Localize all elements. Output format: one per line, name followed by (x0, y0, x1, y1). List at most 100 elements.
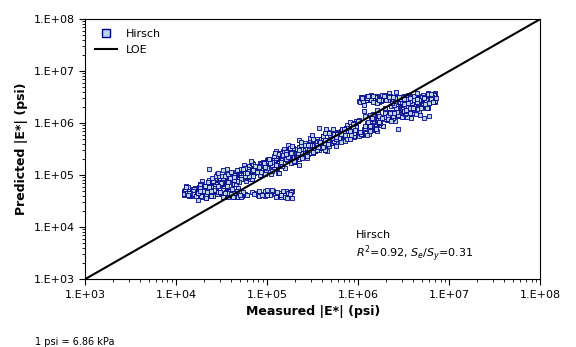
Point (360, 124, 369, 130)
Point (213, 189, 222, 195)
Point (321, 126, 330, 132)
Point (426, 94, 435, 100)
Point (210, 189, 219, 195)
Point (204, 194, 213, 199)
Point (403, 104, 412, 109)
Point (259, 160, 268, 166)
Point (185, 194, 194, 199)
Point (257, 192, 267, 198)
Point (218, 179, 227, 185)
Point (246, 158, 255, 164)
Point (206, 190, 215, 195)
Point (356, 131, 365, 137)
Point (248, 176, 257, 181)
Point (383, 111, 392, 117)
Point (412, 96, 422, 101)
Point (245, 176, 254, 181)
Point (229, 194, 238, 200)
Point (269, 190, 278, 195)
Point (357, 99, 366, 104)
Point (318, 137, 327, 143)
Point (388, 109, 397, 114)
Point (213, 171, 222, 177)
Point (273, 155, 282, 160)
Point (393, 112, 402, 118)
Point (348, 127, 357, 133)
Point (223, 166, 232, 171)
Point (271, 149, 280, 154)
Point (361, 123, 370, 128)
Point (253, 167, 263, 172)
Point (376, 120, 385, 126)
Point (223, 174, 232, 180)
Point (271, 159, 281, 165)
Point (214, 183, 223, 189)
Point (281, 154, 290, 160)
Point (410, 94, 419, 99)
Point (412, 90, 422, 95)
Point (302, 144, 311, 150)
Point (252, 191, 261, 196)
Point (285, 155, 294, 161)
Point (189, 191, 198, 196)
Point (335, 135, 344, 141)
Point (376, 95, 385, 101)
Point (324, 130, 334, 135)
Point (407, 100, 416, 105)
Point (396, 96, 406, 102)
Point (426, 94, 435, 100)
Point (298, 149, 308, 155)
Point (202, 184, 211, 189)
Point (403, 101, 412, 106)
Point (386, 111, 395, 116)
Point (338, 126, 347, 131)
Point (318, 144, 327, 150)
Point (234, 175, 243, 181)
Point (194, 192, 203, 198)
Point (197, 186, 206, 191)
Point (225, 173, 234, 178)
Point (294, 152, 303, 158)
Point (289, 155, 298, 161)
Point (369, 96, 378, 101)
Point (219, 180, 228, 185)
Point (196, 194, 206, 199)
Point (341, 126, 350, 131)
Point (185, 191, 195, 196)
Point (372, 127, 381, 133)
Point (254, 192, 263, 197)
Point (281, 151, 290, 156)
Point (245, 165, 255, 170)
Point (427, 93, 437, 99)
Point (374, 109, 383, 115)
Point (369, 111, 378, 117)
Point (202, 195, 211, 200)
Point (339, 133, 348, 138)
Point (206, 188, 215, 194)
Point (254, 164, 263, 170)
Point (250, 171, 259, 176)
Point (228, 193, 237, 199)
Point (192, 186, 202, 191)
Point (368, 116, 377, 121)
Point (359, 98, 368, 103)
Point (236, 175, 245, 180)
Point (382, 92, 392, 97)
Point (320, 137, 329, 143)
Point (347, 132, 356, 138)
Point (274, 192, 283, 198)
Point (400, 96, 409, 102)
Point (428, 97, 437, 103)
Point (281, 192, 290, 197)
Point (183, 191, 192, 196)
Point (406, 106, 415, 112)
Point (339, 126, 348, 132)
Point (232, 169, 241, 175)
Point (184, 184, 193, 190)
Point (328, 135, 337, 141)
Point (384, 117, 393, 122)
Point (424, 92, 433, 98)
Point (294, 151, 303, 156)
Point (374, 119, 384, 125)
Point (244, 163, 253, 169)
